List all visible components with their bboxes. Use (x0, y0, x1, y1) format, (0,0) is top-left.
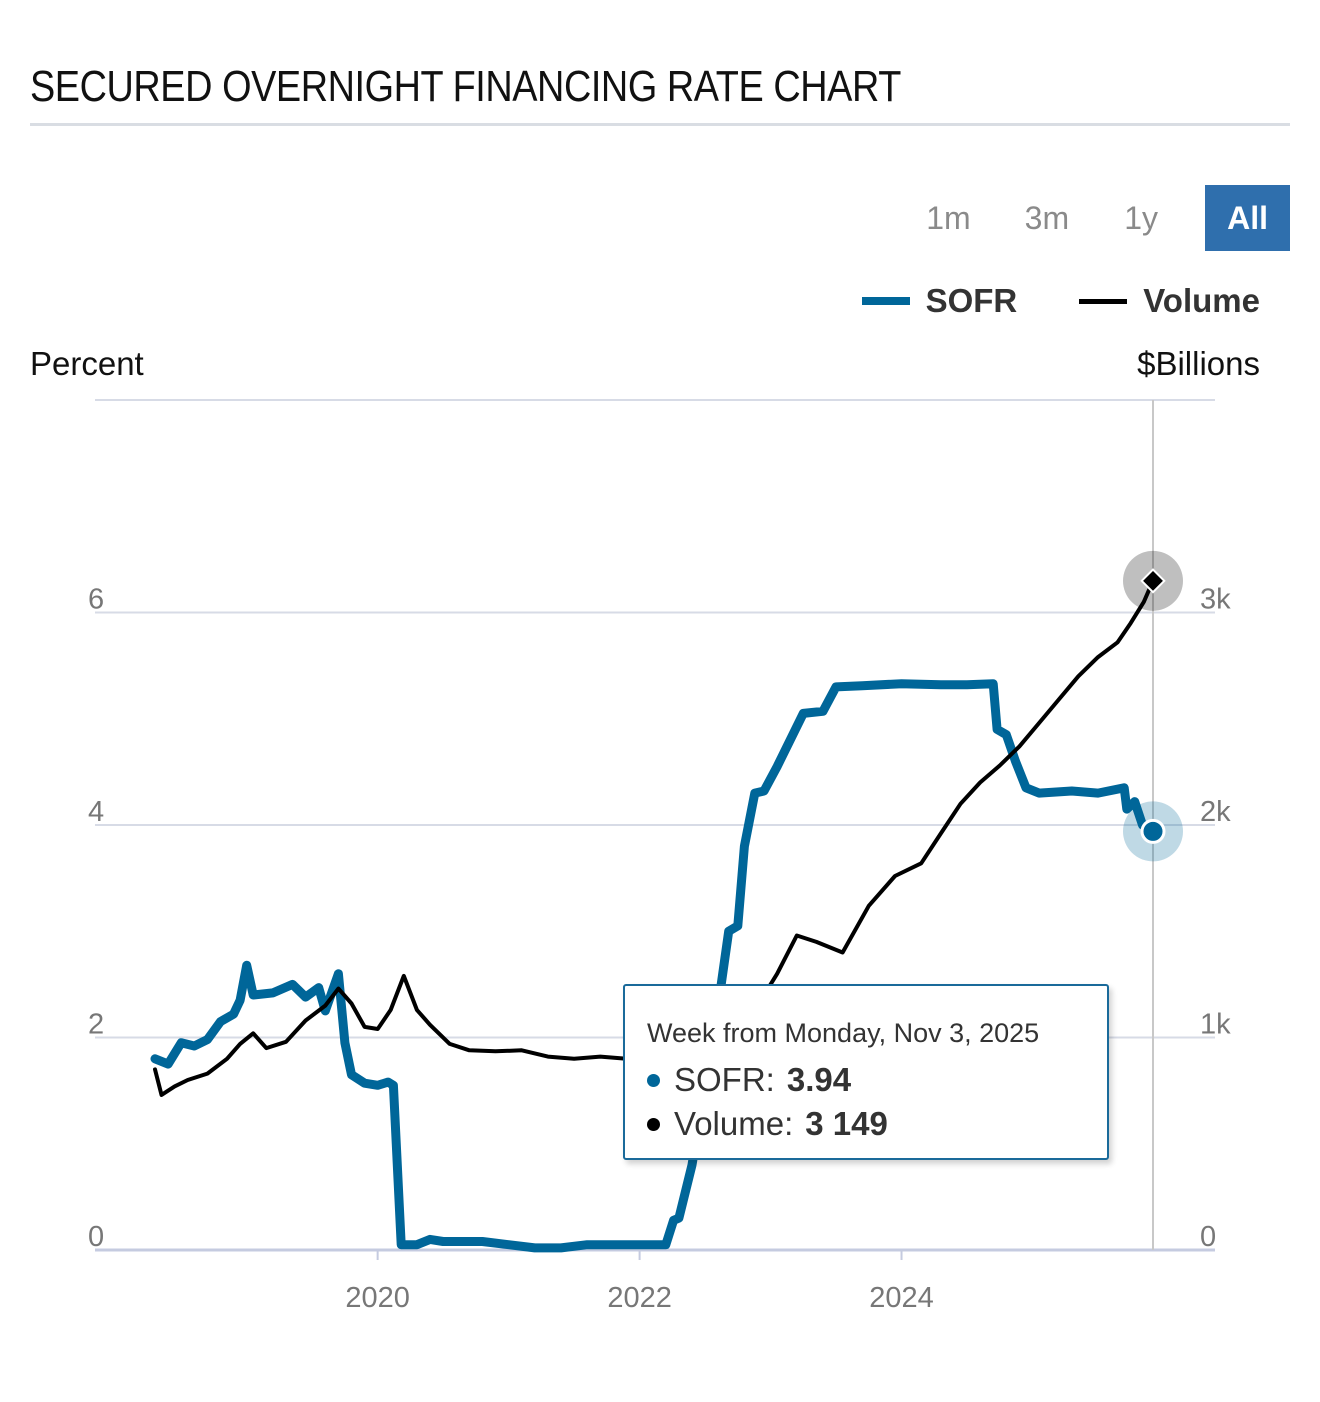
tooltip-dot-sofr (647, 1073, 660, 1087)
chart-legend: SOFR Volume (800, 282, 1260, 320)
x-tick-label: 2020 (345, 1282, 410, 1314)
range-all-button[interactable]: All (1205, 185, 1290, 251)
x-tick-label: 2024 (869, 1282, 934, 1314)
legend-item-sofr[interactable]: SOFR (861, 282, 1018, 320)
tooltip-row-volume: Volume: 3 149 (647, 1105, 1085, 1143)
range-1m-button[interactable]: 1m (926, 199, 971, 236)
range-1y-button[interactable]: 1y (1124, 199, 1158, 236)
volume-highlight-marker (1140, 568, 1166, 594)
chart-tooltip: Week from Monday, Nov 3, 2025 SOFR: 3.94… (623, 984, 1109, 1160)
tooltip-dot-volume (647, 1117, 660, 1131)
legend-swatch-volume (1079, 298, 1128, 304)
series-line-sofr (150, 679, 1158, 1253)
y2-tick-label: 2k (1200, 796, 1231, 828)
page-title: SECURED OVERNIGHT FINANCING RATE CHART (30, 62, 901, 111)
sofr-highlight-marker (1140, 818, 1166, 844)
right-axis-title: $Billions (1137, 345, 1260, 382)
legend-label-volume: Volume (1143, 282, 1260, 319)
left-axis-title: Percent (30, 345, 144, 382)
tooltip-label-volume: Volume: (674, 1105, 794, 1142)
y2-tick-label: 1k (1200, 1009, 1231, 1041)
range-3m-button[interactable]: 3m (1024, 199, 1070, 236)
y2-tick-label: 3k (1200, 584, 1231, 616)
tooltip-header: Week from Monday, Nov 3, 2025 (647, 1018, 1040, 1048)
y2-tick-label: 0 (1200, 1221, 1216, 1253)
y-tick-label: 4 (88, 796, 104, 828)
tooltip-value-volume: 3 149 (805, 1105, 888, 1142)
legend-swatch-sofr (861, 297, 910, 305)
y-tick-label: 6 (88, 584, 104, 616)
title-divider (30, 123, 1290, 126)
tooltip-value-sofr: 3.94 (786, 1061, 852, 1098)
tooltip-label-sofr: SOFR: (674, 1061, 775, 1098)
tooltip-row-sofr: SOFR: 3.94 (647, 1061, 1085, 1099)
range-selector: 1m 3m 1y All (894, 185, 1290, 251)
y-tick-label: 0 (88, 1221, 104, 1253)
x-tick-label: 2022 (607, 1282, 672, 1314)
legend-label-sofr: SOFR (925, 282, 1018, 319)
y-tick-label: 2 (88, 1009, 104, 1041)
series-line-volume (153, 578, 1155, 1097)
legend-item-volume[interactable]: Volume (1079, 282, 1260, 320)
